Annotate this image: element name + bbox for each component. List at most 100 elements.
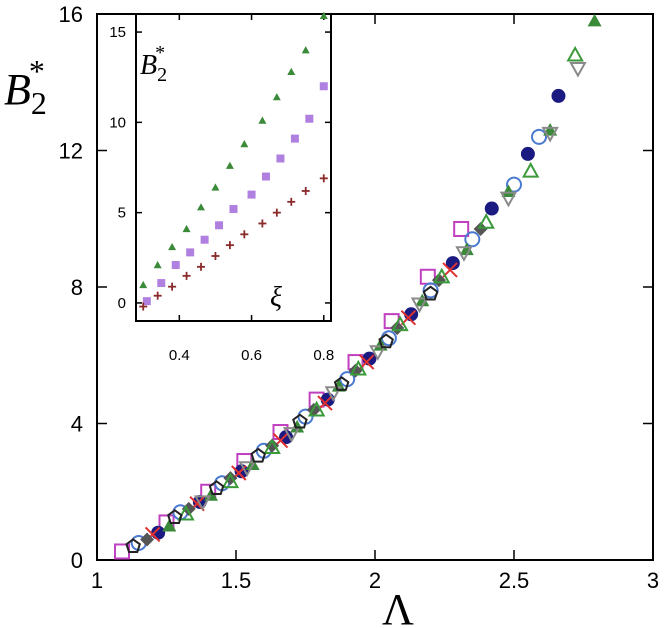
data-point-square — [157, 279, 166, 288]
x-tick-label: 3 — [647, 568, 659, 593]
y-tick-label: 16 — [59, 2, 83, 27]
data-point-triangle-down-open — [541, 126, 559, 143]
data-point-triangle-up — [301, 46, 310, 54]
inset-background — [136, 14, 331, 321]
data-point-triangle-up — [139, 280, 148, 289]
data-point-square — [305, 114, 314, 123]
data-point-triangle-down-open — [369, 345, 387, 361]
data-point-plus — [301, 186, 310, 195]
y-tick-label: 4 — [71, 412, 83, 437]
data-point-triangle-down-open — [455, 246, 473, 262]
data-point-pentagon-open — [292, 413, 308, 429]
data-point-plus — [182, 271, 191, 280]
data-point-triangle-up — [153, 261, 162, 269]
data-point-triangle-up — [162, 518, 177, 532]
data-point-triangle-down-open — [499, 191, 518, 208]
data-point-pentagon-open — [250, 447, 267, 463]
data-point-triangle-up-open — [521, 161, 540, 178]
data-point-triangle-up — [240, 140, 249, 148]
data-point-triangle-up — [211, 183, 220, 191]
data-point-triangle-up — [197, 203, 205, 211]
x-tick-label: 0.8 — [313, 347, 334, 364]
data-point-plus — [240, 230, 249, 239]
data-point-square-open — [453, 220, 470, 237]
data-point-pentagon-open — [422, 285, 439, 301]
inset-x-axis-label: ξ — [270, 282, 282, 313]
data-point-triangle-up — [543, 123, 558, 136]
data-point-triangle-up — [319, 11, 328, 20]
data-point-plus — [168, 282, 177, 291]
data-point-circle-open — [422, 282, 439, 299]
data-point-plus — [258, 219, 267, 228]
data-point-square — [247, 190, 256, 199]
x-tick-label: 0.4 — [169, 347, 190, 364]
x-tick-label: 1 — [91, 568, 103, 593]
data-point-diamond — [473, 221, 488, 236]
data-point-circle-open — [380, 330, 397, 347]
data-point-triangle-up-open — [221, 472, 240, 489]
data-point-triangle-up — [290, 419, 305, 433]
y-tick-label: 12 — [59, 139, 83, 164]
data-point-square — [290, 134, 299, 143]
data-point-diamond — [431, 273, 446, 288]
data-point-triangle-down-open — [282, 427, 301, 443]
data-point-triangle-up — [415, 293, 430, 307]
data-point-triangle-down-open — [324, 386, 342, 402]
x-tick-label: 0.6 — [241, 347, 262, 364]
data-point-pentagon-open — [378, 333, 394, 349]
data-point-square — [215, 221, 224, 230]
y-tick-label: 5 — [118, 205, 126, 222]
data-point-triangle-up — [587, 13, 602, 27]
data-point-plus — [319, 174, 328, 183]
y-tick-label: 0 — [118, 295, 126, 312]
data-point-triangle-up — [258, 116, 267, 124]
data-point-triangle-up-open — [566, 45, 584, 62]
data-point-triangle-up-open — [349, 359, 368, 376]
data-point-triangle-up — [459, 242, 474, 256]
data-point-square — [171, 261, 180, 270]
data-point-circle — [551, 88, 566, 103]
y-tick-label: 0 — [71, 548, 83, 573]
data-point-triangle-up — [182, 224, 191, 233]
x-tick-label: 1.5 — [221, 568, 252, 593]
data-point-square — [200, 235, 209, 244]
data-point-diamond — [140, 532, 155, 547]
data-point-square-open — [419, 268, 436, 285]
data-point-circle — [445, 256, 460, 271]
data-point-plus — [139, 302, 148, 311]
data-point-circle-open — [464, 231, 481, 248]
data-point-triangle-up — [203, 488, 218, 501]
data-point-triangle-up — [168, 242, 177, 251]
data-point-circle-open — [531, 128, 548, 145]
data-point-circle — [279, 430, 294, 445]
data-point-triangle-up-open — [177, 504, 195, 521]
y-tick-label: 8 — [71, 275, 83, 300]
data-point-square — [142, 297, 151, 306]
data-point-triangle-up — [272, 93, 281, 101]
data-point-triangle-down-open — [238, 461, 256, 477]
main-x-axis-label: Λ — [382, 585, 414, 628]
data-point-circle-open — [506, 176, 522, 193]
data-point-triangle-up-open — [433, 267, 451, 284]
data-point-pentagon-open — [125, 538, 141, 553]
data-point-plus — [287, 197, 296, 206]
data-point-triangle-up — [501, 184, 516, 198]
data-point-triangle-up-open — [477, 213, 495, 229]
data-point-triangle-down-open — [410, 297, 429, 314]
data-point-plus — [272, 208, 281, 217]
y-tick-label: 15 — [109, 24, 126, 41]
data-point-triangle-up-open — [391, 315, 409, 332]
data-point-plus — [197, 262, 205, 271]
data-point-square — [229, 205, 238, 214]
inset-axis-ticks: 0.4 0.6 0.8 0 5 10 15 — [109, 14, 334, 364]
data-point-square — [262, 172, 270, 181]
x-tick-label: 2.5 — [499, 568, 530, 593]
data-point-square — [319, 82, 328, 91]
data-point-circle — [520, 146, 535, 161]
data-point-plus — [153, 291, 162, 300]
data-point-plus — [211, 251, 220, 260]
inset-y-axis-label: B2* — [140, 42, 167, 86]
inset-plot-frame — [135, 13, 332, 322]
inset-data-points — [139, 11, 328, 311]
